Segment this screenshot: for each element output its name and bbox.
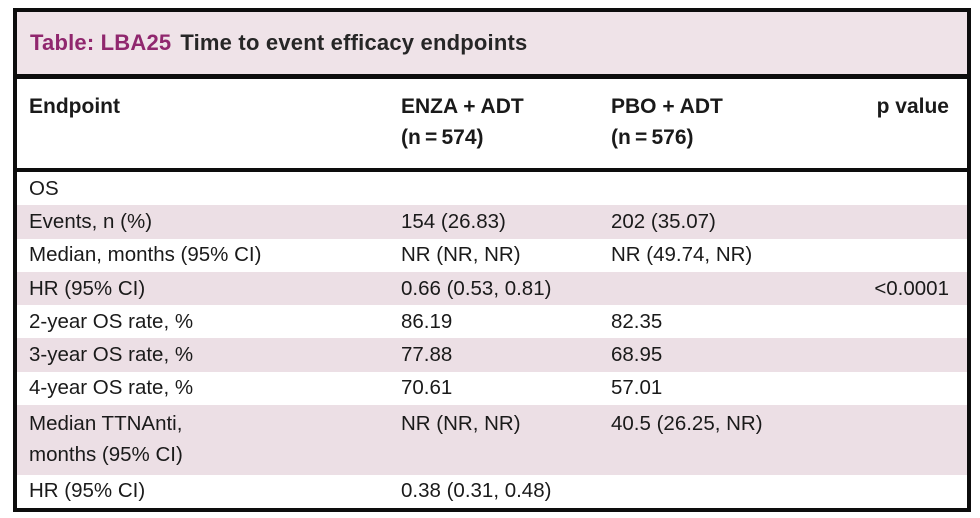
enza-value: 77.88 [401,343,453,367]
column-header-pbo: PBO + ADT (n = 576) [611,91,843,168]
efficacy-endpoints-table: Table: LBA25 Time to event efficacy endp… [13,8,971,512]
pbo-value: 82.35 [611,309,663,333]
pbo-value: 202 (35.07) [611,209,716,233]
column-header-pvalue: p value [876,95,949,118]
enza-value: 70.61 [401,376,453,400]
divider-under-header [17,168,967,172]
enza-value: 154 (26.83) [401,209,506,233]
column-header-pbo-n: (n = 576) [611,126,694,149]
endpoint-label: Median, months (95% CI) [29,243,262,267]
column-header-enza-n: (n = 574) [401,126,484,149]
endpoint-label: Events, n (%) [29,209,153,233]
column-header-enza: ENZA + ADT (n = 574) [401,91,611,168]
table-row-4yr-os: 4-year OS rate, % 70.61 57.01 [17,372,967,405]
table-title-bar: Table: LBA25 Time to event efficacy endp… [17,12,967,74]
endpoint-label: HR (95% CI) [29,479,146,503]
enza-value: 0.66 (0.53, 0.81) [401,276,552,300]
pbo-value: NR (49.74, NR) [611,243,753,267]
table-row-median-ttnanti: Median TTNAnti, months (95% CI) NR (NR, … [17,405,967,475]
table-row-hr-os: HR (95% CI) 0.66 (0.53, 0.81) <0.0001 [17,271,967,306]
enza-value: NR (NR, NR) [401,412,521,436]
endpoint-label: Median TTNAnti, months (95% CI) [29,412,183,467]
column-header-pbo-name: PBO + ADT [611,95,723,118]
table-header-row: Endpoint ENZA + ADT (n = 574) PBO + ADT … [17,79,967,168]
p-value: <0.0001 [874,276,949,300]
column-header-endpoint: Endpoint [29,95,120,118]
enza-value: 0.38 (0.31, 0.48) [401,479,552,503]
table-row-os-section: OS [17,172,967,205]
table-row-2yr-os: 2-year OS rate, % 86.19 82.35 [17,305,967,338]
table-row-hr-ttnanti: HR (95% CI) 0.38 (0.31, 0.48) [17,475,967,508]
pbo-value: 57.01 [611,376,663,400]
pbo-value: 68.95 [611,343,663,367]
table-body: OS Events, n (%) 154 (26.83) 202 (35.07)… [17,172,967,508]
enza-value: 86.19 [401,309,453,333]
endpoint-label: OS [29,176,59,200]
table-title-text: Time to event efficacy endpoints [180,30,528,55]
table-title-code: Table: LBA25 [30,30,172,55]
table-row-median-os: Median, months (95% CI) NR (NR, NR) NR (… [17,239,967,272]
enza-value: NR (NR, NR) [401,243,521,267]
endpoint-label: 4-year OS rate, % [29,376,194,400]
endpoint-label: 3-year OS rate, % [29,343,194,367]
divider-under-title [17,74,967,79]
column-header-enza-name: ENZA + ADT [401,95,524,118]
endpoint-label: HR (95% CI) [29,276,146,300]
endpoint-label: 2-year OS rate, % [29,309,194,333]
table-row-3yr-os: 3-year OS rate, % 77.88 68.95 [17,338,967,372]
table-row-events: Events, n (%) 154 (26.83) 202 (35.07) [17,205,967,239]
pbo-value: 40.5 (26.25, NR) [611,412,763,436]
